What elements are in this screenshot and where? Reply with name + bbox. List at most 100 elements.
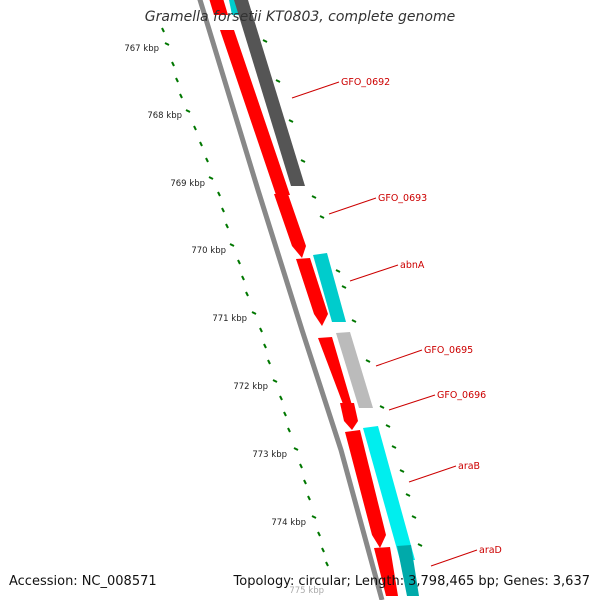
gene-feature — [336, 332, 373, 408]
scale-dot — [263, 343, 267, 349]
scale-dot — [205, 157, 209, 163]
cds-feature — [296, 258, 328, 326]
kbp-label: 775 kbp — [289, 586, 324, 596]
scale-dot — [287, 427, 291, 433]
major-tick — [208, 176, 214, 180]
gene-label-abna[interactable]: abnA — [400, 260, 425, 271]
genome-summary: Topology: circular; Length: 3,798,465 bp; Ge… — [234, 574, 590, 589]
genes-label: Genes: — [503, 574, 549, 589]
scale-dot — [259, 327, 263, 333]
outer-tick — [300, 159, 306, 163]
gene-leader-line — [408, 465, 457, 483]
gene-label-gfo-0695[interactable]: GFO_0695 — [424, 345, 473, 356]
major-tick — [229, 243, 235, 247]
outer-tick — [275, 79, 281, 83]
topology-label: Topology: — [233, 574, 295, 589]
accession-info: Accession: NC_008571 — [9, 574, 157, 589]
scale-dot — [199, 141, 203, 147]
gene-feature — [234, 0, 305, 186]
outer-tick — [335, 269, 341, 273]
cds-feature — [374, 547, 398, 596]
outer-tick — [391, 445, 397, 449]
gene-leader-line — [430, 549, 478, 567]
cds-feature — [209, 0, 228, 15]
gene-feature — [313, 253, 346, 322]
kbp-label: 774 kbp — [271, 518, 306, 528]
scale-dot — [283, 411, 287, 417]
major-tick — [185, 109, 191, 113]
gene-leader-line — [328, 197, 377, 215]
outer-tick — [341, 285, 347, 289]
gene-leader-line — [349, 264, 399, 282]
scale-major-ticks — [164, 42, 317, 519]
scale-dot — [317, 531, 321, 537]
cds-feature — [220, 30, 290, 195]
gene-label-gfo-0696[interactable]: GFO_0696 — [437, 390, 486, 401]
cds-feature — [318, 337, 354, 412]
scale-dot — [171, 61, 175, 67]
outer-tick — [379, 405, 385, 409]
outer-tick — [351, 319, 357, 323]
gene-labels: GFO_0692 GFO_0693 abnA GFO_0695 GFO_0696… — [341, 77, 502, 556]
scale-dot — [245, 291, 249, 297]
scale-dot — [299, 463, 303, 469]
scale-dot — [237, 259, 241, 265]
major-tick — [293, 447, 299, 451]
scale-dot — [321, 547, 325, 553]
kbp-label: 769 kbp — [170, 179, 205, 189]
scale-dots — [161, 27, 329, 567]
gene-label-arab[interactable]: araB — [458, 461, 480, 472]
gene-label-gfo-0693[interactable]: GFO_0693 — [378, 193, 427, 204]
outer-tick — [405, 493, 411, 497]
kbp-label: 771 kbp — [212, 314, 247, 324]
gene-feature — [397, 545, 419, 596]
outer-tick — [411, 515, 417, 519]
kbp-label: 772 kbp — [233, 382, 268, 392]
outer-tick — [262, 39, 268, 43]
kbp-label: 767 kbp — [124, 44, 159, 54]
scale-dot — [175, 77, 179, 83]
outer-tick — [311, 195, 317, 199]
accession-value: NC_008571 — [81, 574, 157, 589]
kbp-label: 773 kbp — [252, 450, 287, 460]
scale-dot — [161, 27, 165, 33]
kbp-label: 768 kbp — [147, 111, 182, 121]
major-tick — [251, 311, 257, 315]
major-tick — [272, 379, 278, 383]
map-title: Gramella forsetii KT0803, complete genom… — [144, 9, 456, 25]
kbp-label: 770 kbp — [191, 246, 226, 256]
major-tick — [311, 515, 317, 519]
genes-value: 3,637 — [552, 574, 590, 589]
scale-dot — [279, 395, 283, 401]
topology-value: circular; — [298, 574, 351, 589]
cds-feature — [340, 403, 358, 430]
cds-feature — [274, 194, 306, 258]
outer-tick — [365, 359, 371, 363]
outer-tick — [288, 119, 294, 123]
scale-dot — [221, 207, 225, 213]
scale-dot — [267, 359, 271, 365]
accession-label: Accession: — [9, 574, 78, 589]
scale-dot — [193, 125, 197, 131]
cds-feature — [345, 430, 386, 548]
outer-tick — [417, 543, 423, 547]
kbp-labels: 767 kbp 768 kbp 769 kbp 770 kbp 771 kbp … — [124, 44, 324, 596]
cds-track — [209, 0, 398, 596]
gene-label-arad[interactable]: araD — [479, 545, 502, 556]
genome-backbone — [197, 0, 385, 600]
scale-dot — [303, 479, 307, 485]
scale-dot — [225, 223, 229, 229]
outer-tick — [399, 469, 405, 473]
gene-leader-line — [375, 349, 423, 367]
length-label: Length: — [354, 574, 405, 589]
outer-ticks — [262, 39, 423, 547]
scale-dot — [217, 191, 221, 197]
gene-feature — [363, 426, 415, 560]
gene-leader-line — [388, 394, 436, 411]
gene-label-gfo-0692[interactable]: GFO_0692 — [341, 77, 390, 88]
gene-leaders — [291, 81, 478, 567]
scale-dot — [307, 495, 311, 501]
gene-track — [229, 0, 419, 596]
scale-dot — [325, 561, 329, 567]
